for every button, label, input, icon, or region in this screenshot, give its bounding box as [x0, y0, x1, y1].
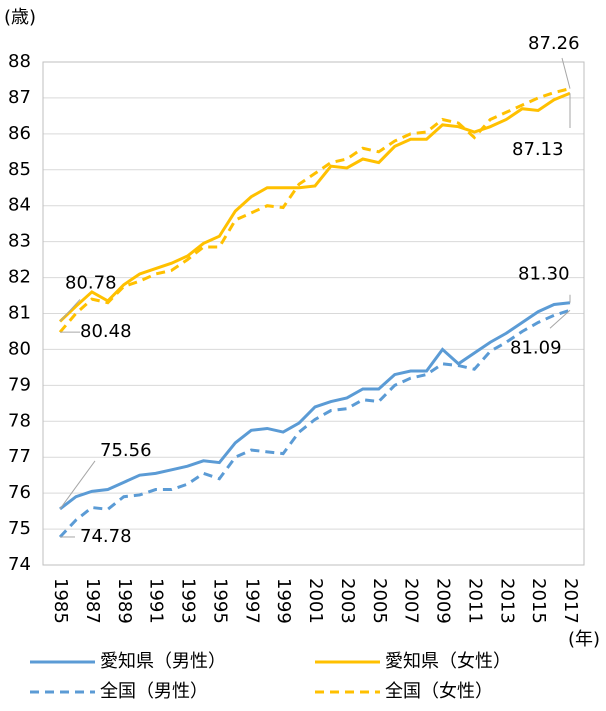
x-tick-label: 2011	[464, 578, 485, 624]
x-tick-label: 2007	[401, 578, 422, 624]
series-line	[59, 301, 571, 511]
y-tick-label: 76	[8, 482, 31, 503]
leader-line	[59, 299, 81, 322]
x-tick-label: 2013	[496, 578, 517, 624]
legend-label: 全国（女性）	[385, 681, 493, 702]
leader-line	[549, 309, 571, 329]
y-tick-label: 78	[8, 410, 31, 431]
data-label: 81.09	[510, 337, 562, 358]
data-label: 81.30	[518, 264, 570, 285]
data-label: 74.78	[80, 526, 132, 547]
y-tick-label: 86	[8, 123, 31, 144]
data-label: 80.48	[80, 321, 132, 342]
y-tick-label: 81	[8, 303, 31, 324]
x-tick-label: 1987	[82, 578, 103, 624]
x-tick-label: 1991	[146, 578, 167, 624]
x-tick-label: 1999	[273, 578, 294, 624]
y-tick-label: 84	[8, 195, 31, 216]
y-tick-label: 83	[8, 231, 31, 252]
data-label: 75.56	[100, 440, 152, 461]
y-tick-label: 87	[8, 87, 31, 108]
plot-border	[42, 61, 585, 566]
series-line	[58, 308, 571, 539]
y-tick-label: 74	[8, 554, 31, 575]
y-tick-label: 82	[8, 267, 31, 288]
x-tick-label: 2017	[560, 578, 581, 624]
leader-line	[561, 57, 571, 89]
x-tick-label: 2005	[369, 578, 390, 624]
legend-label: 愛知県（女性）	[385, 651, 511, 672]
x-tick-label: 2001	[305, 578, 326, 624]
legend-label: 全国（男性）	[100, 681, 208, 702]
x-tick-label: 1997	[241, 578, 262, 624]
y-tick-label: 88	[8, 51, 31, 72]
y-axis-label: (歳)	[4, 7, 36, 28]
leader-line	[59, 460, 96, 510]
x-tick-label: 1993	[178, 578, 199, 624]
y-tick-label: 80	[8, 338, 31, 359]
x-tick-label: 2015	[528, 578, 549, 624]
y-tick-label: 75	[8, 518, 31, 539]
series-line	[58, 87, 571, 334]
data-label: 80.78	[65, 272, 117, 293]
x-tick-label: 1989	[114, 578, 135, 624]
data-label: 87.13	[512, 139, 564, 160]
x-tick-label: 2009	[433, 578, 454, 624]
x-tick-label: 1985	[50, 578, 71, 624]
x-tick-label: 2003	[337, 578, 358, 624]
y-tick-label: 79	[8, 374, 31, 395]
legend-label: 愛知県（男性）	[100, 651, 226, 672]
x-axis-label: (年)	[568, 629, 600, 650]
data-label: 87.26	[528, 33, 580, 54]
series-line	[58, 91, 571, 323]
y-tick-label: 77	[8, 446, 31, 467]
x-tick-label: 1995	[209, 578, 230, 624]
y-tick-label: 85	[8, 159, 31, 180]
